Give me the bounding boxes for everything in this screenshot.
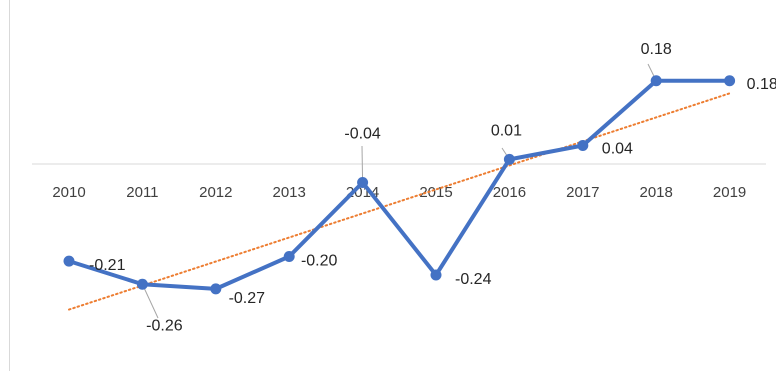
data-label-2013: -0.20 xyxy=(301,253,338,270)
x-tick-label-2019: 2019 xyxy=(713,184,746,201)
data-label-2011: -0.26 xyxy=(146,317,183,334)
data-label-2016: 0.01 xyxy=(491,122,522,139)
leader-line-2014 xyxy=(361,145,364,183)
data-point-2013 xyxy=(283,251,295,262)
data-point-2019 xyxy=(724,75,736,87)
data-point-2012 xyxy=(210,283,222,295)
series-line xyxy=(67,78,732,291)
data-point-2016 xyxy=(503,153,515,165)
data-label-2014: -0.04 xyxy=(344,126,381,143)
data-point-2014 xyxy=(357,177,369,188)
trendline xyxy=(68,92,731,311)
chart-border xyxy=(9,0,10,371)
x-tick-label-2011: 2011 xyxy=(126,184,158,201)
data-label-2010: -0.21 xyxy=(89,257,126,274)
data-label-2012: -0.27 xyxy=(229,290,266,307)
data-label-2018: 0.18 xyxy=(641,41,672,58)
data-point-2011 xyxy=(136,278,148,290)
data-label-2017: 0.04 xyxy=(602,141,633,158)
x-tick-label-2018: 2018 xyxy=(640,184,673,201)
x-tick-label-2012: 2012 xyxy=(199,184,232,201)
data-point-2017 xyxy=(577,140,589,151)
x-tick-label-2016: 2016 xyxy=(493,184,526,201)
leader-line-2011 xyxy=(141,284,159,319)
data-point-2018 xyxy=(650,75,662,87)
x-tick-label-2017: 2017 xyxy=(566,184,599,201)
data-point-2010 xyxy=(63,255,75,267)
x-tick-label-2013: 2013 xyxy=(273,184,306,201)
x-tick-label-2015: 2015 xyxy=(419,184,452,201)
data-label-2015: -0.24 xyxy=(455,271,492,288)
x-tick-label-2010: 2010 xyxy=(52,184,85,201)
data-point-2015 xyxy=(430,269,442,281)
data-label-2019: 0.18 xyxy=(747,76,776,93)
